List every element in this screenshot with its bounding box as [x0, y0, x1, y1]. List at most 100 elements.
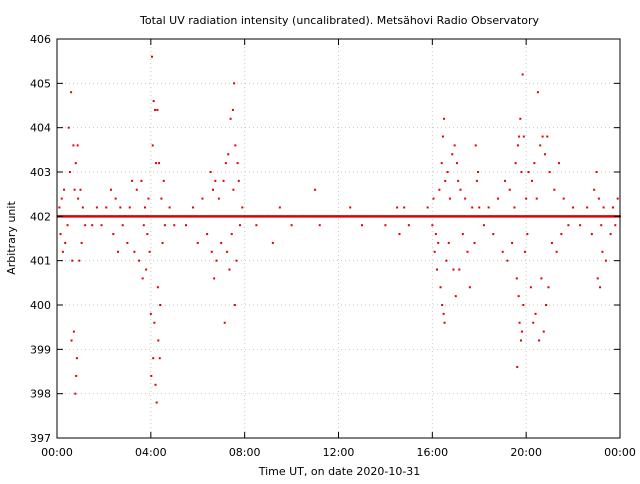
- data-point: [477, 171, 480, 173]
- data-point: [501, 250, 504, 253]
- data-point: [70, 91, 73, 94]
- data-point: [126, 241, 129, 244]
- data-point: [91, 224, 94, 227]
- chart-title: Total UV radiation intensity (uncalibrat…: [139, 14, 539, 27]
- y-tick-label: 403: [30, 166, 51, 179]
- data-point: [601, 250, 604, 253]
- data-point: [156, 108, 159, 111]
- data-point: [64, 241, 67, 244]
- data-point: [86, 215, 89, 218]
- data-point: [432, 197, 435, 200]
- data-point: [451, 153, 454, 156]
- data-point: [60, 197, 63, 200]
- data-point: [441, 135, 444, 138]
- data-point: [77, 197, 80, 200]
- data-point: [230, 233, 233, 236]
- data-point: [61, 250, 64, 253]
- data-point: [192, 206, 195, 209]
- data-point: [403, 206, 406, 209]
- data-point: [278, 206, 281, 209]
- data-point: [520, 339, 523, 342]
- data-point: [131, 179, 134, 182]
- data-point: [105, 206, 108, 209]
- data-point: [162, 179, 165, 182]
- data-point: [545, 304, 548, 306]
- data-point: [81, 206, 84, 209]
- data-point: [526, 233, 529, 236]
- data-point: [226, 250, 229, 253]
- data-point: [227, 153, 230, 156]
- data-point: [151, 144, 154, 147]
- data-point: [384, 224, 387, 227]
- data-point: [63, 188, 66, 191]
- data-point: [433, 250, 436, 253]
- data-point: [516, 144, 519, 147]
- data-point: [231, 108, 234, 111]
- data-point: [74, 392, 77, 395]
- data-point: [290, 224, 293, 227]
- data-point: [438, 188, 441, 191]
- x-tick-label: 08:00: [229, 446, 261, 459]
- data-point: [222, 179, 225, 182]
- data-point: [72, 144, 75, 147]
- y-tick-label: 400: [30, 299, 51, 312]
- data-point: [514, 162, 517, 165]
- data-point: [453, 144, 456, 147]
- data-point: [515, 277, 518, 280]
- data-points: [58, 55, 621, 404]
- data-point: [58, 206, 61, 209]
- data-point: [525, 197, 528, 200]
- data-point: [159, 304, 162, 306]
- data-point: [614, 224, 617, 227]
- data-point: [156, 286, 159, 289]
- data-point: [567, 224, 570, 227]
- data-point: [233, 304, 236, 306]
- data-point: [177, 215, 180, 218]
- data-point: [154, 108, 157, 111]
- data-point: [440, 162, 443, 165]
- data-point: [522, 304, 525, 306]
- data-point: [431, 224, 434, 227]
- data-point: [267, 215, 270, 218]
- data-point: [516, 366, 519, 369]
- data-point: [396, 206, 399, 209]
- data-point: [59, 233, 62, 236]
- data-point: [447, 241, 450, 244]
- data-point: [539, 144, 542, 147]
- data-point: [513, 206, 516, 209]
- data-point: [241, 206, 244, 209]
- data-point: [75, 374, 78, 377]
- data-point: [112, 233, 115, 236]
- data-point: [604, 259, 607, 262]
- data-point: [443, 321, 446, 324]
- data-point: [464, 197, 467, 200]
- data-point: [151, 55, 154, 58]
- data-point: [560, 233, 563, 236]
- x-tick-label: 16:00: [416, 446, 448, 459]
- data-point: [534, 312, 537, 315]
- data-point: [78, 259, 81, 262]
- data-point: [482, 224, 485, 227]
- data-point: [474, 144, 477, 147]
- data-point: [314, 188, 317, 191]
- data-point: [214, 179, 217, 182]
- data-point: [145, 268, 148, 271]
- data-point: [160, 197, 163, 200]
- data-point: [337, 215, 340, 218]
- data-point: [532, 321, 535, 324]
- data-point: [138, 259, 141, 262]
- data-point: [550, 241, 553, 244]
- data-point: [426, 206, 429, 209]
- data-point: [235, 259, 238, 262]
- data-point: [209, 171, 212, 173]
- data-point: [150, 374, 153, 377]
- data-point: [468, 286, 471, 289]
- data-point: [223, 321, 226, 324]
- data-point: [66, 224, 69, 227]
- data-point: [237, 179, 240, 182]
- data-point: [607, 215, 610, 218]
- data-point: [147, 197, 150, 200]
- data-point: [243, 215, 246, 218]
- data-point: [518, 321, 521, 324]
